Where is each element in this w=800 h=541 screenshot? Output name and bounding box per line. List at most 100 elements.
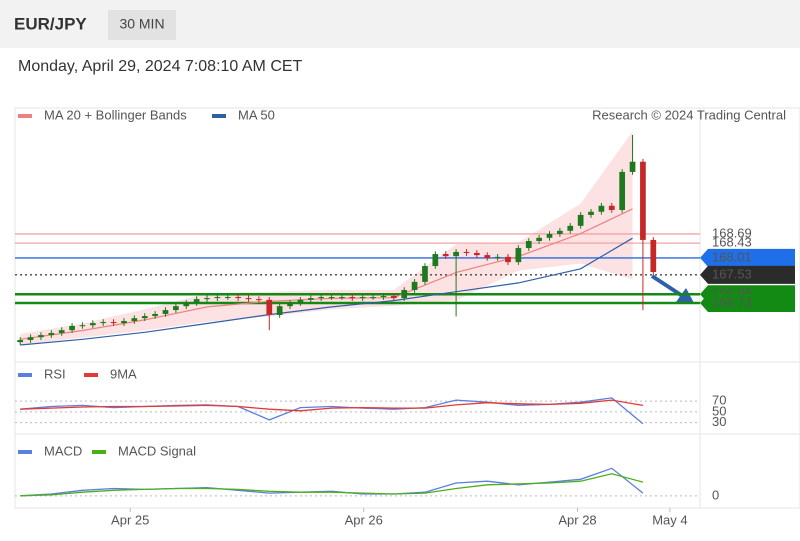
legend-1-1: 9MA bbox=[110, 366, 137, 381]
candle-body bbox=[307, 298, 314, 300]
candle-body bbox=[474, 252, 480, 256]
candle-body bbox=[58, 330, 65, 333]
candle-body bbox=[608, 205, 615, 210]
x-tick-label: Apr 26 bbox=[345, 512, 383, 527]
candle-body bbox=[131, 318, 138, 321]
interval[interactable]: 30 MIN bbox=[119, 16, 164, 32]
candle-body bbox=[619, 171, 626, 210]
legend-2-1-swatch bbox=[92, 450, 106, 454]
price-tag-label: 168.01 bbox=[712, 249, 752, 264]
legend-ma20: MA 20 + Bollinger Bands bbox=[44, 107, 187, 122]
candle-body bbox=[193, 299, 200, 304]
price-tag bbox=[700, 248, 795, 267]
candle-body bbox=[339, 297, 345, 299]
candle-body bbox=[27, 337, 34, 341]
candle-body bbox=[370, 297, 376, 299]
legend-ma50-swatch bbox=[212, 114, 226, 118]
candle-body bbox=[79, 325, 86, 327]
candle-body bbox=[484, 255, 491, 258]
candle-body bbox=[588, 211, 594, 215]
legend-2-0: MACD bbox=[44, 443, 82, 458]
candle-body bbox=[525, 241, 532, 249]
price-tag-label: 166.73 bbox=[712, 294, 752, 309]
candle-body bbox=[297, 299, 304, 304]
candle-body bbox=[463, 251, 470, 253]
chart-frame bbox=[14, 107, 800, 509]
legend-2-1: MACD Signal bbox=[118, 443, 196, 458]
candle-body bbox=[162, 310, 169, 314]
legend-ma50: MA 50 bbox=[238, 107, 275, 122]
candle-body bbox=[224, 297, 231, 299]
candle-body bbox=[318, 297, 325, 299]
symbol: EUR/JPY bbox=[14, 14, 87, 33]
indicator-line bbox=[20, 399, 644, 412]
candle-body bbox=[629, 161, 636, 172]
candle-body bbox=[432, 254, 439, 267]
price-tag-label: 167.53 bbox=[712, 266, 752, 281]
candle-body bbox=[183, 303, 190, 307]
candle-body bbox=[110, 322, 117, 324]
candle-body bbox=[401, 289, 408, 299]
candle-body bbox=[598, 205, 605, 212]
candle-body bbox=[359, 297, 366, 299]
candle-body bbox=[266, 299, 273, 315]
candle-body bbox=[38, 335, 44, 338]
legend-2-0-swatch bbox=[18, 450, 32, 454]
price-tag bbox=[700, 294, 795, 313]
candle-body bbox=[536, 237, 542, 241]
y-tick-label: 50 bbox=[712, 403, 726, 418]
candle-body bbox=[276, 306, 283, 315]
price-tag-label: 168.43 bbox=[712, 235, 752, 250]
legend-1-0: RSI bbox=[44, 366, 66, 381]
candle-body bbox=[567, 225, 574, 231]
legend-1-0-swatch bbox=[18, 373, 32, 377]
x-tick-label: May 4 bbox=[652, 512, 687, 527]
candle-body bbox=[494, 256, 501, 258]
candle-body bbox=[557, 230, 563, 234]
x-tick-label: Apr 28 bbox=[558, 512, 596, 527]
candle-body bbox=[245, 298, 252, 300]
candle-body bbox=[422, 266, 428, 282]
candle-body bbox=[328, 297, 335, 299]
y-tick-label: 0 bbox=[712, 487, 719, 502]
candle-body bbox=[17, 340, 24, 343]
ma50-line bbox=[20, 237, 633, 346]
candle-body bbox=[141, 316, 148, 319]
candle-body bbox=[287, 303, 293, 307]
candle-body bbox=[453, 251, 459, 257]
forecast-arrowhead bbox=[676, 288, 694, 303]
candle-body bbox=[546, 233, 553, 238]
candle-body bbox=[256, 299, 262, 301]
candle-body bbox=[48, 332, 55, 336]
candle-body bbox=[173, 306, 179, 311]
candle-body bbox=[89, 323, 96, 326]
y-tick-label: 30 bbox=[712, 414, 726, 429]
credit: Research © 2024 Trading Central bbox=[592, 107, 786, 122]
candle-body bbox=[650, 239, 657, 273]
candle-body bbox=[505, 256, 511, 263]
candle-body bbox=[442, 254, 449, 257]
price-tag bbox=[700, 265, 795, 284]
candle-body bbox=[577, 214, 584, 226]
indicator-line bbox=[20, 397, 644, 425]
y-tick-label: 70 bbox=[712, 393, 726, 408]
candle-body bbox=[121, 320, 127, 324]
candle-body bbox=[640, 161, 646, 240]
candle-body bbox=[204, 298, 210, 300]
candle-body bbox=[100, 322, 107, 324]
legend-1-1-swatch bbox=[84, 373, 98, 377]
legend-ma20-swatch bbox=[18, 114, 32, 118]
price-tag-label: 168.69 bbox=[712, 225, 752, 240]
candle-body bbox=[515, 248, 522, 263]
candle-body bbox=[380, 295, 387, 298]
candle-body bbox=[214, 297, 221, 299]
candle-body bbox=[349, 297, 356, 299]
x-tick-label: Apr 25 bbox=[111, 512, 149, 527]
interval-box[interactable] bbox=[108, 10, 176, 40]
candle-body bbox=[390, 295, 397, 299]
indicator-line bbox=[20, 473, 644, 497]
candle-body bbox=[152, 313, 158, 317]
candle-body bbox=[69, 325, 75, 331]
